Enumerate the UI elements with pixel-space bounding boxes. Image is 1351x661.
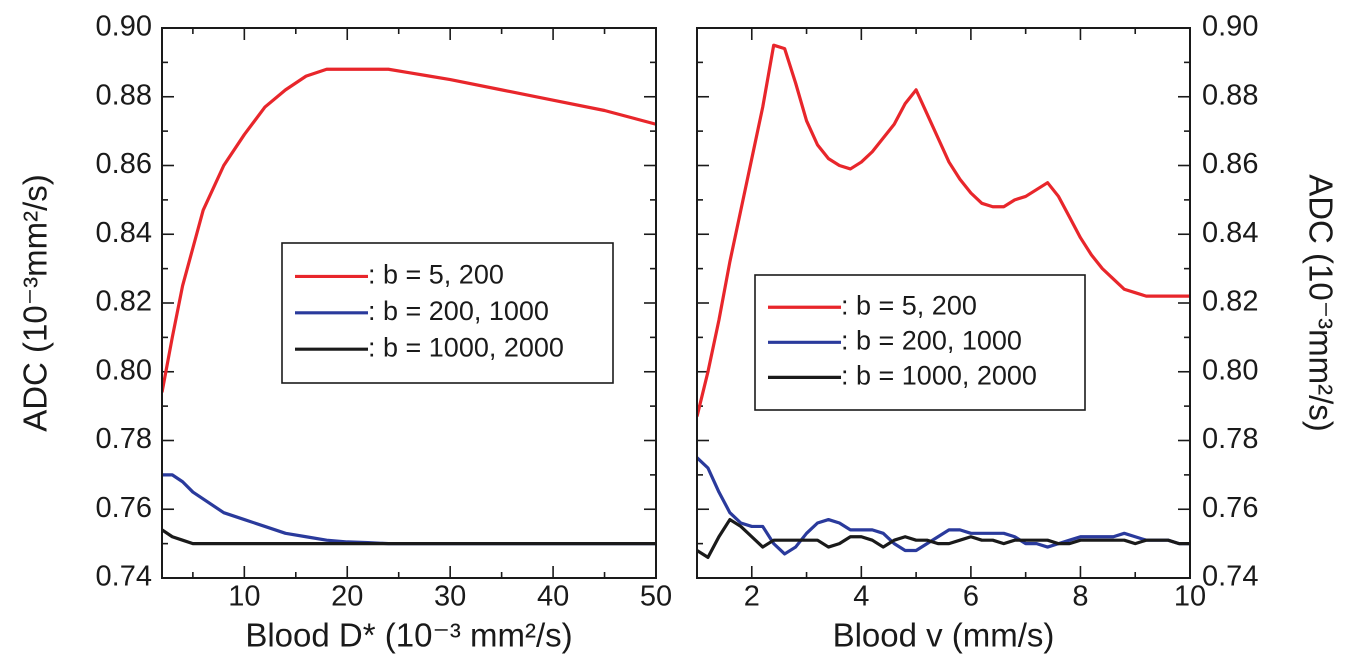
- y-tick-label: 0.82: [96, 286, 152, 318]
- y-axis-title: ADC (10⁻³mm²/s): [1302, 174, 1339, 432]
- series-line: [697, 517, 1190, 559]
- y-tick-label: 0.78: [96, 423, 152, 455]
- series-line: [697, 43, 1190, 417]
- y-tick-label: 0.80: [1202, 354, 1258, 386]
- y-tick-label: 0.74: [96, 561, 152, 593]
- legend-label: : b = 1000, 2000: [368, 332, 564, 362]
- legend-label: : b = 200, 1000: [841, 325, 1022, 355]
- panel: 0.74 0.76 0.78 0.80 0.82 0.84 0.86 0.88 0.90 10 20…: [17, 11, 672, 654]
- y-tick-label: 0.84: [96, 217, 152, 249]
- y-tick-label: 0.78: [1202, 423, 1258, 455]
- y-tick-label: 0.90: [1202, 11, 1258, 43]
- x-tick-label: 10: [1174, 581, 1206, 613]
- y-tick-label: 0.74: [1202, 561, 1258, 593]
- plot-frame: [161, 27, 657, 579]
- x-axis-title: Blood D* (10⁻³ mm²/s): [245, 617, 572, 654]
- series-line: [162, 67, 656, 393]
- y-tick-label: 0.80: [96, 354, 152, 386]
- legend-label: : b = 1000, 2000: [841, 361, 1037, 391]
- x-tick-label: 6: [963, 581, 979, 613]
- series-line: [162, 473, 656, 546]
- y-tick-label: 0.76: [96, 492, 152, 524]
- y-tick-label: 0.88: [1202, 79, 1258, 111]
- y-tick-label: 0.86: [1202, 148, 1258, 180]
- legend: : b = 5, 200 : b = 200, 1000 : b = 1000, 2…: [281, 242, 614, 384]
- series-line: [697, 456, 1190, 556]
- x-tick-label: 10: [228, 581, 260, 613]
- series-line: [162, 528, 656, 546]
- panel: 0.74 0.76 0.78 0.80 0.82 0.84 0.86 0.88 0.90 2 4 6 8…: [696, 11, 1339, 654]
- legend-label: : b = 5, 200: [368, 260, 504, 290]
- x-tick-label: 20: [331, 581, 363, 613]
- plot-data: [697, 43, 1190, 559]
- y-axis-title: ADC (10⁻³mm²/s): [17, 174, 54, 432]
- x-tick-label: 30: [434, 581, 466, 613]
- x-tick-label: 40: [537, 581, 569, 613]
- x-axis-title: Blood v (mm/s): [833, 617, 1055, 654]
- legend: : b = 5, 200 : b = 200, 1000 : b = 1000, 2…: [754, 274, 1086, 411]
- y-tick-label: 0.86: [96, 148, 152, 180]
- y-tick-label: 0.90: [96, 11, 152, 43]
- x-tick-label: 2: [744, 581, 760, 613]
- legend-label: : b = 200, 1000: [368, 296, 549, 326]
- plot-frame: [696, 27, 1191, 579]
- y-tick-label: 0.82: [1202, 286, 1258, 318]
- y-tick-label: 0.84: [1202, 217, 1258, 249]
- y-tick-label: 0.76: [1202, 492, 1258, 524]
- y-tick-label: 0.88: [96, 79, 152, 111]
- x-tick-label: 4: [853, 581, 869, 613]
- x-tick-label: 50: [640, 581, 672, 613]
- legend-label: : b = 5, 200: [841, 290, 977, 320]
- plot-data: [162, 67, 656, 546]
- x-tick-label: 8: [1072, 581, 1088, 613]
